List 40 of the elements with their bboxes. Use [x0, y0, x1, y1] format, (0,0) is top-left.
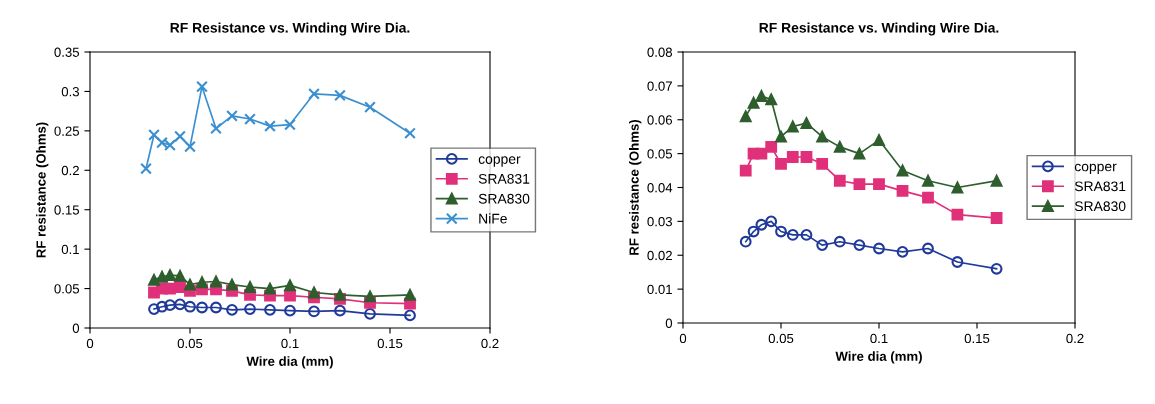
- y-tick-label: 0.05: [54, 284, 80, 294]
- y-tick-label: 0.35: [54, 47, 80, 57]
- y-tick-label: 0.15: [54, 205, 80, 215]
- y-tick-label: 0.3: [61, 87, 80, 97]
- legend-label: SRA831: [478, 173, 530, 184]
- y-tick-label: 0.08: [647, 47, 673, 57]
- x-tick-label: 0.05: [177, 338, 203, 349]
- chart-title: RF Resistance vs. Winding Wire Dia.: [170, 22, 410, 36]
- x-axis-title: Wire dia (mm): [246, 356, 333, 369]
- x-tick-label: 0.1: [281, 338, 299, 349]
- y-tick-label: 0.2: [61, 165, 79, 176]
- x-tick-label: 0.2: [481, 338, 499, 349]
- x-tick-label: 0: [86, 338, 94, 349]
- y-tick-label: 0.25: [54, 126, 80, 136]
- y-axis-title: RF resistance (Ohms): [629, 119, 642, 255]
- y-tick-label: 0.02: [647, 250, 672, 261]
- chart-title: RF Resistance vs. Winding Wire Dia.: [759, 22, 999, 36]
- x-tick-label: 0.15: [964, 333, 990, 344]
- x-tick-label: 0.05: [768, 333, 794, 344]
- y-tick-label: 0.07: [647, 81, 672, 91]
- x-tick-label: 0.2: [1066, 333, 1084, 344]
- legend-label: NiFe: [479, 213, 507, 224]
- y-tick-label: 0.04: [647, 183, 673, 193]
- legend-label: SRA830: [478, 193, 530, 204]
- y-tick-label: 0: [72, 323, 80, 333]
- legend-label: SRA830: [1074, 201, 1126, 212]
- x-tick-label: 0.1: [870, 333, 888, 344]
- x-tick-label: 0: [679, 333, 687, 344]
- y-tick-label: 0.01: [647, 284, 672, 295]
- legend-label: copper: [1074, 163, 1117, 175]
- y-tick-label: 0.03: [647, 216, 673, 227]
- y-tick-label: 0: [665, 318, 673, 328]
- legend-label: copper: [478, 156, 521, 167]
- y-tick-label: 0.05: [647, 149, 673, 159]
- x-tick-label: 0.15: [377, 338, 403, 349]
- y-tick-label: 0.06: [647, 115, 673, 125]
- y-axis-title: RF resistance (Ohms): [36, 122, 49, 258]
- x-axis-title: Wire dia (mm): [835, 351, 922, 364]
- y-tick-label: 0.1: [61, 244, 79, 255]
- legend-label: SRA831: [1074, 181, 1126, 192]
